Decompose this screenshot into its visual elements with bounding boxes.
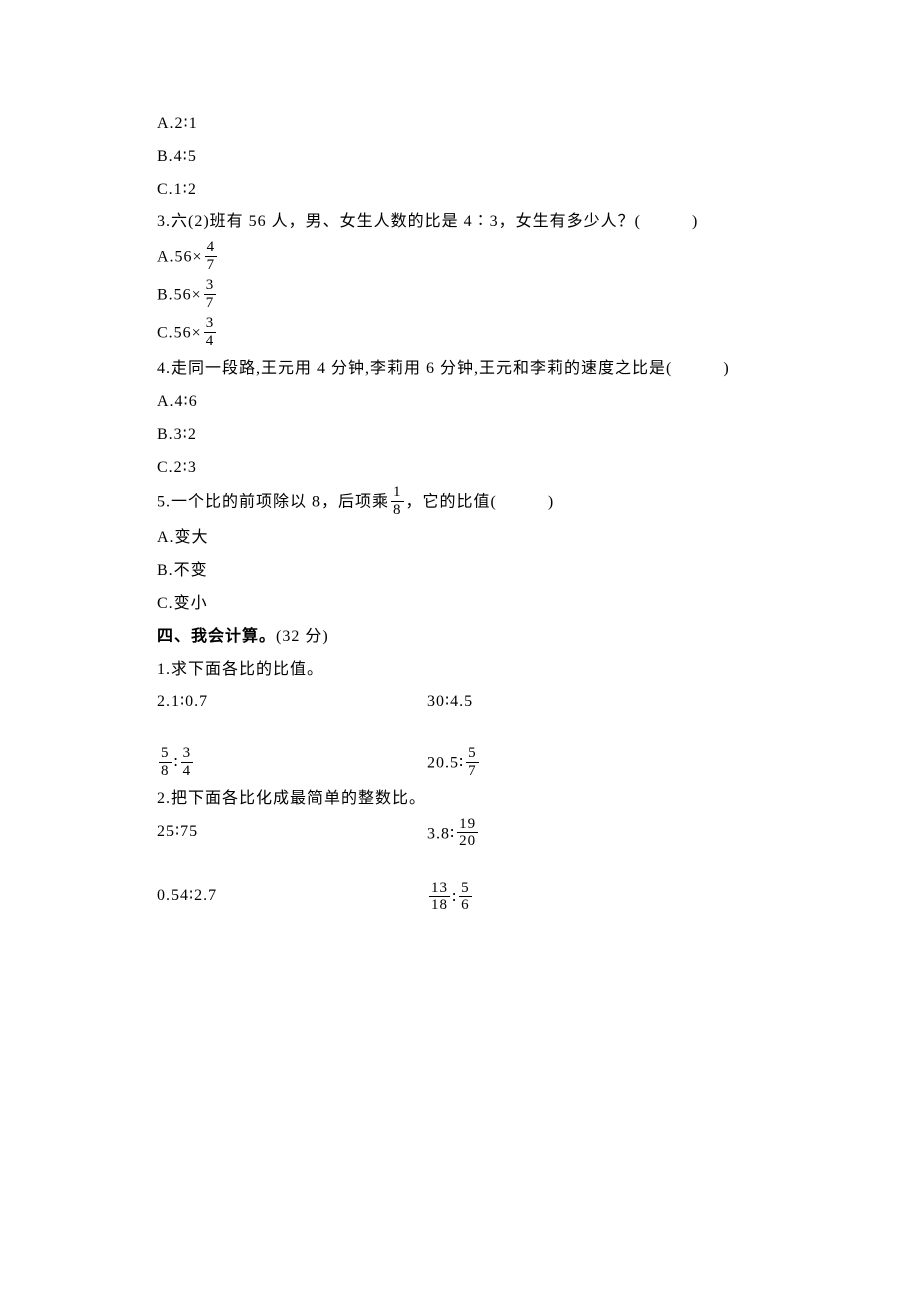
- sub2-row1-right-prefix: 3.8∶: [427, 826, 455, 843]
- section4-heading: 四、我会计算。(32 分): [157, 623, 763, 652]
- q3-b-prefix: B.56×: [157, 287, 202, 304]
- numerator: 3: [204, 315, 217, 333]
- fraction-5-6: 56: [459, 880, 472, 914]
- q3-option-b: B.56×37: [157, 279, 763, 313]
- numerator: 3: [204, 277, 217, 295]
- q4-stem: 4.走同一段路,王元用 4 分钟,李莉用 6 分钟,王元和李莉的速度之比是( ): [157, 355, 763, 384]
- sub1-row1: 2.1∶0.7 30∶4.5: [157, 688, 763, 717]
- denominator: 7: [466, 763, 479, 780]
- section4-points: (32 分): [276, 628, 329, 645]
- fraction-4-7: 47: [205, 239, 218, 273]
- q5-option-b: B.不变: [157, 557, 763, 586]
- numerator: 5: [466, 745, 479, 763]
- sub1-row1-left: 2.1∶0.7: [157, 688, 427, 717]
- fraction-19-20: 1920: [457, 816, 478, 850]
- numerator: 1: [391, 484, 404, 502]
- sub1-title: 1.求下面各比的比值。: [157, 656, 763, 685]
- sub2-row2-right: 1318∶56: [427, 882, 763, 916]
- denominator: 7: [204, 295, 217, 312]
- fraction-5-8: 58: [159, 745, 172, 779]
- q4-option-c: C.2∶3: [157, 454, 763, 483]
- sub2-title: 2.把下面各比化成最简单的整数比。: [157, 785, 763, 814]
- sub2-row1-right: 3.8∶1920: [427, 818, 763, 852]
- fraction-3-4b: 34: [181, 745, 194, 779]
- q5-stem-after: ，它的比值( ): [406, 494, 555, 511]
- denominator: 8: [159, 763, 172, 780]
- fraction-3-7: 37: [204, 277, 217, 311]
- q2-option-a: A.2∶1: [157, 110, 763, 139]
- sub2-row1: 25∶75 3.8∶1920: [157, 818, 763, 852]
- denominator: 7: [205, 257, 218, 274]
- q3-option-a: A.56×47: [157, 241, 763, 275]
- denominator: 8: [391, 502, 404, 519]
- q3-a-prefix: A.56×: [157, 249, 203, 266]
- denominator: 4: [181, 763, 194, 780]
- q5-stem: 5.一个比的前项除以 8，后项乘18，它的比值( ): [157, 486, 763, 520]
- sub1-row2: 58∶34 20.5∶57: [157, 747, 763, 781]
- q2-option-c: C.1∶2: [157, 176, 763, 205]
- denominator: 4: [204, 333, 217, 350]
- fraction-1-8: 18: [391, 484, 404, 518]
- sub1-row2-right: 20.5∶57: [427, 747, 763, 781]
- sub2-row2-left: 0.54∶2.7: [157, 882, 427, 916]
- denominator: 18: [429, 897, 450, 914]
- sub1-row1-right: 30∶4.5: [427, 688, 763, 717]
- numerator: 13: [429, 880, 450, 898]
- sub2-row1-left: 25∶75: [157, 818, 427, 852]
- numerator: 3: [181, 745, 194, 763]
- section4-title: 四、我会计算。: [157, 628, 276, 645]
- q4-option-a: A.4∶6: [157, 388, 763, 417]
- q5-option-c: C.变小: [157, 590, 763, 619]
- fraction-13-18: 1318: [429, 880, 450, 914]
- numerator: 5: [459, 880, 472, 898]
- denominator: 6: [459, 897, 472, 914]
- q3-c-prefix: C.56×: [157, 325, 202, 342]
- ratio-sep: ∶: [452, 890, 457, 907]
- q3-stem: 3.六(2)班有 56 人，男、女生人数的比是 4∶3，女生有多少人？( ): [157, 208, 763, 237]
- denominator: 20: [457, 833, 478, 850]
- q5-option-a: A.变大: [157, 524, 763, 553]
- sub1-row2-left: 58∶34: [157, 747, 427, 781]
- q4-option-b: B.3∶2: [157, 421, 763, 450]
- fraction-3-4: 34: [204, 315, 217, 349]
- q3-option-c: C.56×34: [157, 317, 763, 351]
- numerator: 5: [159, 745, 172, 763]
- sub2-row2: 0.54∶2.7 1318∶56: [157, 882, 763, 916]
- numerator: 19: [457, 816, 478, 834]
- q2-option-b: B.4∶5: [157, 143, 763, 172]
- sub1-row2-right-prefix: 20.5∶: [427, 755, 464, 772]
- fraction-5-7: 57: [466, 745, 479, 779]
- numerator: 4: [205, 239, 218, 257]
- q5-stem-before: 5.一个比的前项除以 8，后项乘: [157, 494, 389, 511]
- ratio-sep: ∶: [174, 755, 179, 772]
